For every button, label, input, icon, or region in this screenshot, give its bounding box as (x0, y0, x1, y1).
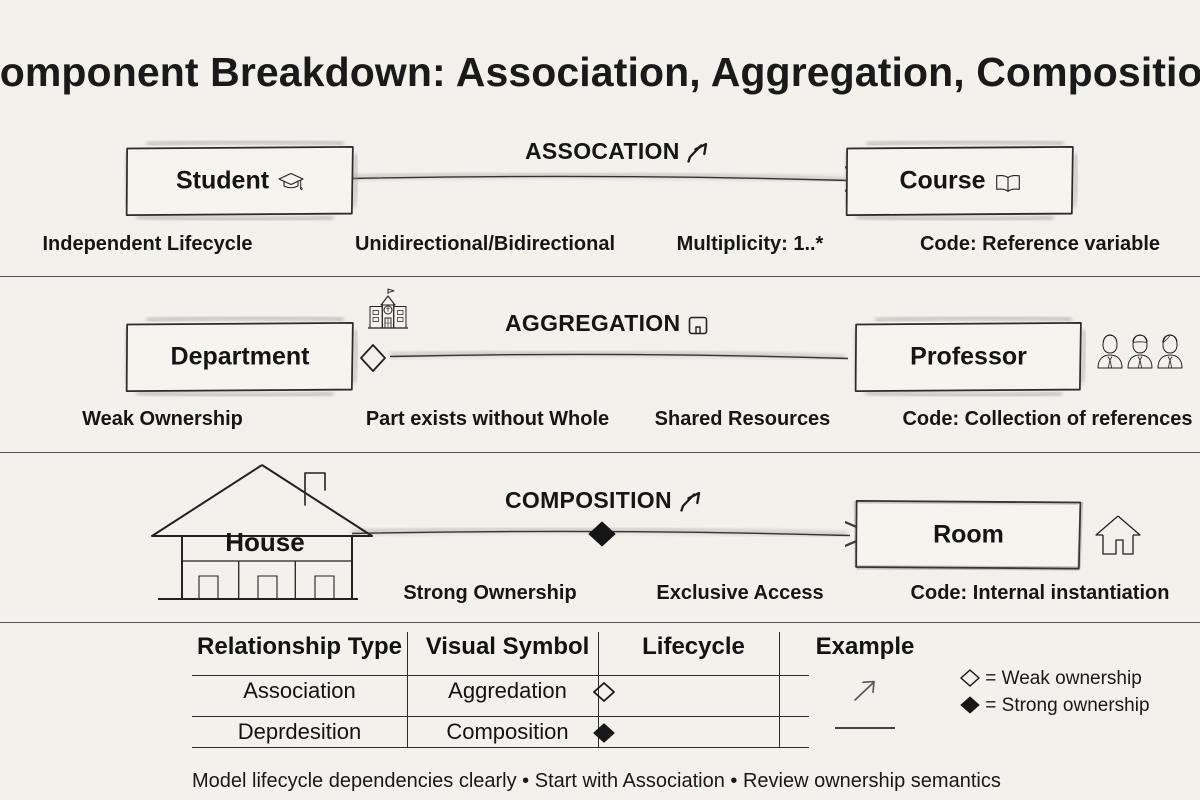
svg-text:House: House (225, 527, 304, 557)
